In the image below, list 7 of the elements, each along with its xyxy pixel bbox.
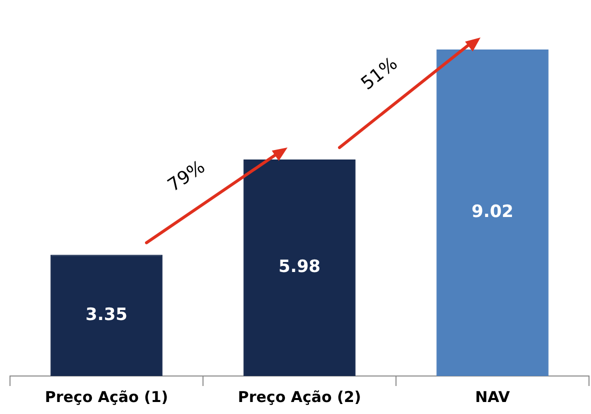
data-label: 5.98: [278, 257, 320, 278]
data-label: 9.02: [472, 202, 514, 222]
x-tick-label: Preço Ação (1): [44, 388, 168, 406]
x-tick-label: Preço Ação (2): [238, 388, 362, 406]
x-tick-label: NAV: [475, 388, 510, 406]
data-label: 3.35: [86, 304, 128, 325]
annotation: 79%: [164, 156, 209, 196]
